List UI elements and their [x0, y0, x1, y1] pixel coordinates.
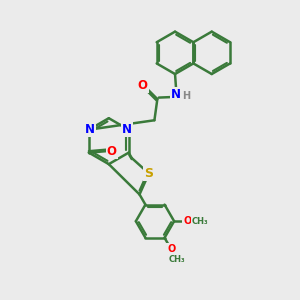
- Text: N: N: [122, 123, 132, 136]
- Text: O: O: [138, 79, 148, 92]
- Text: N: N: [85, 123, 95, 136]
- Text: S: S: [144, 167, 153, 180]
- Text: H: H: [182, 91, 190, 101]
- Text: O: O: [167, 244, 175, 254]
- Text: CH₃: CH₃: [191, 217, 208, 226]
- Text: N: N: [171, 88, 181, 101]
- Text: O: O: [183, 216, 191, 226]
- Text: CH₃: CH₃: [169, 256, 186, 265]
- Text: O: O: [107, 145, 117, 158]
